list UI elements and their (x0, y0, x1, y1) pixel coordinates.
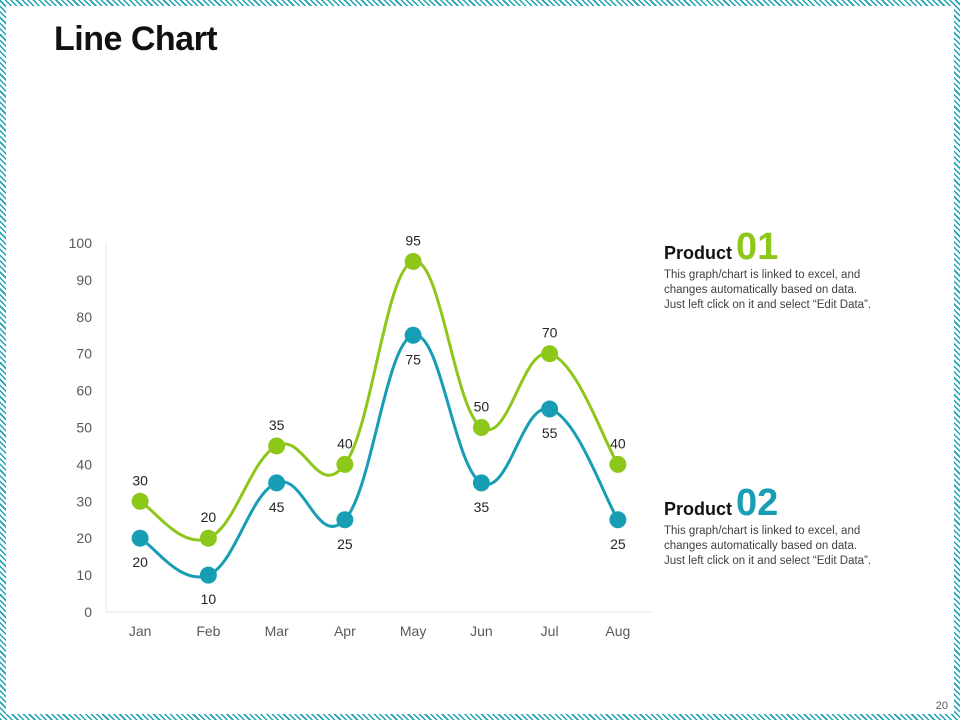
x-tick-label: Jan (129, 623, 152, 639)
series-line-1 (139, 259, 620, 542)
x-tick-label: Jun (470, 623, 493, 639)
series-line-2 (139, 333, 620, 579)
data-point-series-2 (131, 529, 149, 547)
data-point-series-2 (268, 474, 286, 492)
data-label-series-1: 30 (132, 472, 148, 488)
data-point-series-2 (472, 474, 490, 492)
legend-product-01: Product 01 This graph/chart is linked to… (664, 228, 924, 313)
data-label-series-1: 20 (201, 509, 217, 525)
slide-content (6, 6, 954, 714)
x-tick-label: Feb (196, 623, 220, 639)
y-tick-label: 30 (76, 493, 92, 509)
data-point-series-1 (472, 419, 490, 436)
data-point-series-1 (336, 455, 354, 473)
legend-product-02: Product 02 This graph/chart is linked to… (664, 484, 924, 569)
data-label-series-2: 55 (542, 425, 558, 441)
y-tick-label: 60 (76, 383, 92, 399)
data-point-series-1 (404, 252, 422, 270)
legend-product-02-description: This graph/chart is linked to excel, and… (664, 525, 872, 567)
y-tick-label: 100 (69, 235, 93, 251)
y-tick-label: 10 (76, 567, 92, 583)
data-point-series-2 (404, 326, 422, 344)
legend-product-02-name: Product (664, 499, 733, 519)
data-label-series-2: 35 (474, 499, 490, 515)
legend-product-01-description: This graph/chart is linked to excel, and… (664, 269, 872, 311)
data-label-series-1: 70 (542, 325, 558, 341)
legend-product-02-number: 02 (736, 482, 779, 524)
data-point-series-1 (199, 529, 217, 547)
data-label-series-2: 45 (269, 499, 285, 515)
y-tick-label: 20 (76, 530, 92, 546)
x-tick-label: Jul (541, 623, 559, 639)
y-tick-label: 90 (76, 272, 92, 288)
data-point-series-1 (131, 492, 149, 510)
legend-product-01-number: 01 (736, 226, 779, 268)
data-label-series-1: 40 (337, 435, 353, 451)
data-label-series-1: 40 (610, 435, 626, 451)
data-label-series-2: 25 (610, 536, 626, 552)
data-label-series-2: 25 (337, 536, 353, 552)
data-point-series-1 (268, 437, 286, 455)
y-tick-label: 70 (76, 346, 92, 362)
y-tick-label: 80 (76, 309, 92, 325)
y-tick-label: 40 (76, 456, 92, 472)
data-point-series-1 (541, 345, 559, 363)
data-point-series-2 (541, 400, 559, 418)
data-point-series-2 (609, 511, 627, 529)
data-point-series-2 (199, 566, 217, 584)
data-label-series-2: 20 (132, 554, 148, 570)
page-title: Line Chart (54, 20, 218, 58)
data-label-series-1: 95 (405, 232, 421, 248)
y-tick-label: 50 (76, 420, 92, 436)
y-tick-label: 0 (84, 604, 92, 620)
data-label-series-1: 50 (474, 399, 490, 415)
legend-product-01-name: Product (664, 243, 733, 263)
data-point-series-1 (609, 455, 627, 473)
data-point-series-2 (336, 511, 354, 529)
data-label-series-2: 75 (405, 351, 421, 367)
x-tick-label: May (400, 623, 426, 639)
page-number: 20 (935, 700, 948, 712)
x-tick-label: Aug (605, 623, 630, 639)
x-tick-label: Mar (265, 623, 289, 639)
data-label-series-2: 10 (201, 591, 217, 607)
x-tick-label: Apr (334, 623, 356, 639)
data-label-series-1: 35 (269, 417, 285, 433)
